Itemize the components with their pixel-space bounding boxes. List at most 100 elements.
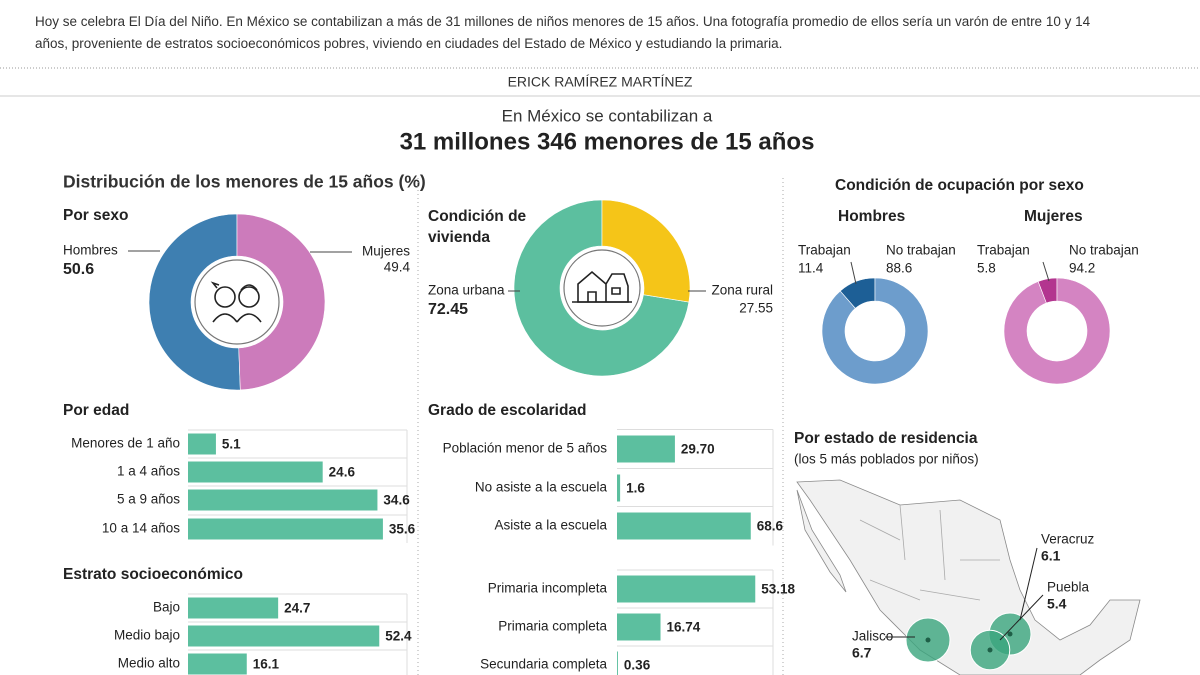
bar — [188, 653, 247, 675]
data-label: 1.6 — [626, 481, 645, 496]
category-label: Primaria completa — [498, 619, 607, 634]
data-label: 49.4 — [384, 260, 411, 275]
icon-circle — [194, 259, 280, 345]
bar — [617, 435, 675, 463]
data-label: 24.7 — [284, 601, 310, 616]
pie-slice — [601, 199, 691, 303]
map-label: Veracruz — [1041, 532, 1095, 547]
icon-part — [238, 286, 260, 308]
leader-line — [999, 594, 1044, 641]
bubble-center — [925, 637, 931, 643]
category-label: Población menor de 5 años — [443, 441, 608, 456]
category-label: Bajo — [153, 600, 180, 615]
icon-part — [212, 313, 262, 323]
chart-title: Grado de escolaridad — [428, 402, 587, 419]
data-label: 35.6 — [389, 522, 416, 537]
legend-label: No trabajan — [886, 243, 956, 258]
chart-title: Condición de ocupación por sexo — [835, 177, 1084, 194]
data-label: 94.2 — [1069, 261, 1095, 276]
chart-title: Condición de vivienda — [428, 208, 527, 246]
category-label: No asiste a la escuela — [475, 480, 608, 495]
panel-title: Hombres — [838, 208, 905, 225]
data-label: 5.4 — [1047, 596, 1067, 612]
bar — [617, 575, 756, 603]
legend-label: Trabajan — [798, 243, 851, 258]
icon — [210, 281, 262, 323]
legend-label: Mujeres — [362, 244, 410, 259]
category-label: Asiste a la escuela — [494, 518, 607, 533]
leader-line — [1042, 261, 1050, 282]
category-label: Medio bajo — [114, 628, 180, 643]
author: ERICK RAMÍREZ MARTÍNEZ — [508, 74, 693, 90]
data-label: 6.7 — [852, 645, 872, 661]
bar — [188, 518, 383, 540]
category-label: 5 a 9 años — [117, 492, 180, 507]
data-label: 16.1 — [253, 657, 280, 672]
icon-circle — [563, 249, 641, 327]
data-label: 27.55 — [739, 301, 773, 316]
legend-label: Hombres — [63, 243, 118, 258]
bar — [188, 597, 279, 619]
icon-part — [572, 287, 632, 303]
pie-slice — [1003, 277, 1111, 385]
bar — [617, 512, 751, 540]
leader-line — [850, 261, 857, 285]
data-label: 5.1 — [222, 437, 241, 452]
pie-slice — [513, 199, 690, 377]
pie-slice — [236, 213, 326, 391]
icon-part — [214, 286, 236, 308]
bubble-center — [987, 647, 993, 653]
category-label: 1 a 4 años — [117, 464, 180, 479]
data-label: 34.6 — [383, 493, 410, 508]
legend-label: Zona urbana — [428, 283, 505, 298]
chart-title: Por estado de residencia — [794, 430, 978, 447]
chart-subtitle: (los 5 más poblados por niños) — [794, 452, 979, 467]
category-label: Medio alto — [118, 656, 180, 671]
intro-text: Hoy se celebra El Día del Niño. En Méxic… — [35, 14, 1091, 51]
bar — [617, 651, 618, 675]
pie-slice — [821, 277, 929, 385]
bar — [617, 474, 621, 502]
legend-label: No trabajan — [1069, 243, 1139, 258]
chart-title: Por edad — [63, 402, 129, 419]
data-label: 68.6 — [757, 519, 784, 534]
pie-slice — [148, 213, 241, 391]
icon — [572, 270, 632, 303]
panel-title: Mujeres — [1024, 208, 1083, 225]
bubble-center — [1007, 631, 1013, 637]
legend-label: Zona rural — [711, 283, 773, 298]
data-label: 50.6 — [63, 261, 94, 278]
category-label: Secundaria completa — [480, 657, 607, 672]
legend-label: Trabajan — [977, 243, 1030, 258]
data-label: 53.18 — [761, 582, 795, 597]
data-label: 5.8 — [977, 261, 996, 276]
data-label: 88.6 — [886, 261, 912, 276]
data-label: 6.1 — [1041, 548, 1061, 564]
bar — [188, 625, 380, 647]
leader-line — [1019, 547, 1038, 621]
chart-title: Por sexo — [63, 207, 128, 224]
chart-title: Estrato socioeconómico — [63, 566, 243, 583]
map-label: Puebla — [1047, 580, 1090, 595]
data-label: 11.4 — [798, 261, 824, 276]
category-label: Primaria incompleta — [488, 581, 608, 596]
section-title: Distribución de los menores de 15 años (… — [63, 172, 426, 192]
bar — [188, 489, 378, 511]
category-label: 10 a 14 años — [102, 521, 180, 536]
data-label: 29.70 — [681, 442, 715, 457]
data-label: 0.36 — [624, 658, 651, 673]
headline: 31 millones 346 menores de 15 años — [400, 128, 815, 155]
data-label: 72.45 — [428, 301, 468, 318]
icon-part — [210, 281, 258, 291]
bar — [188, 461, 323, 483]
map-label: Jalisco — [852, 629, 893, 644]
data-label: 16.74 — [667, 620, 701, 635]
map-outline — [796, 479, 1141, 675]
headline-pre: En México se contabilizan a — [502, 106, 713, 125]
category-label: Menores de 1 año — [71, 436, 180, 451]
bar — [617, 613, 661, 641]
bar — [188, 433, 216, 455]
data-label: 52.4 — [385, 629, 412, 644]
